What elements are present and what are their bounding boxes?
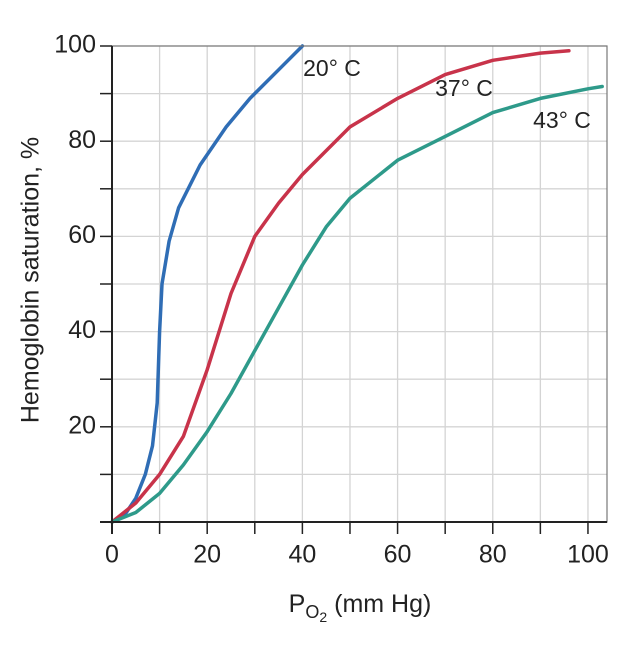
y-tick-label: 40	[68, 316, 96, 344]
y-tick-label: 60	[68, 221, 96, 249]
x-tick-label: 80	[479, 541, 507, 569]
y-tick-label: 20	[68, 411, 96, 439]
y-axis-label: Hemoglobin saturation, %	[17, 137, 45, 423]
x-label-part: P	[289, 590, 306, 618]
grid	[111, 45, 607, 522]
x-label-part: (mm Hg)	[327, 590, 431, 618]
y-tick-label: 100	[54, 31, 96, 59]
x-tick-label: 100	[567, 541, 609, 569]
curve	[110, 49, 571, 524]
lines: 20° C 37° C 43° C	[110, 44, 604, 524]
series-label: 43° C	[533, 107, 591, 133]
series-label: 20° C	[303, 55, 361, 81]
series-label: 37° C	[435, 75, 493, 101]
axes: 0 20 40 60 80 100 20 40 60 80 100	[54, 31, 609, 569]
x-tick-label: 20	[193, 541, 221, 569]
x-label-subsub: 2	[319, 609, 327, 625]
x-tick-label: 60	[384, 541, 412, 569]
x-label-sub: O	[305, 602, 319, 622]
curve	[110, 84, 604, 524]
x-tick-label: 0	[105, 541, 119, 569]
curve	[110, 44, 305, 524]
y-tick-label: 80	[68, 126, 96, 154]
x-tick-label: 40	[288, 541, 316, 569]
x-axis-label: PO2 (mm Hg)	[289, 590, 432, 625]
